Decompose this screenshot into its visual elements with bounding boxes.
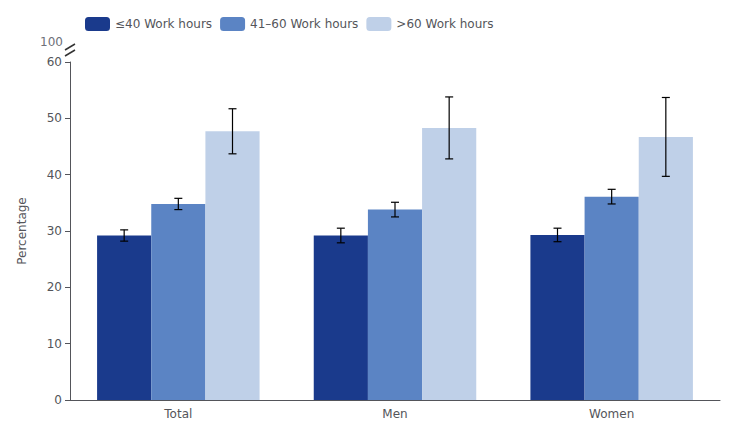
svg-text:30: 30 xyxy=(47,224,62,238)
svg-text:>60 Work hours: >60 Work hours xyxy=(396,17,493,31)
svg-text:60: 60 xyxy=(47,55,62,69)
svg-text:41–60 Work hours: 41–60 Work hours xyxy=(250,17,358,31)
svg-text:50: 50 xyxy=(47,111,62,125)
svg-text:20: 20 xyxy=(47,280,62,294)
svg-text:40: 40 xyxy=(47,168,62,182)
svg-text:Total: Total xyxy=(163,407,192,421)
svg-text:Percentage: Percentage xyxy=(15,197,29,265)
svg-text:0: 0 xyxy=(54,393,62,407)
svg-text:Women: Women xyxy=(589,407,634,421)
svg-text:≤40 Work hours: ≤40 Work hours xyxy=(115,17,212,31)
svg-text:100: 100 xyxy=(40,35,63,49)
svg-text:10: 10 xyxy=(47,337,62,351)
svg-text:Men: Men xyxy=(382,407,407,421)
